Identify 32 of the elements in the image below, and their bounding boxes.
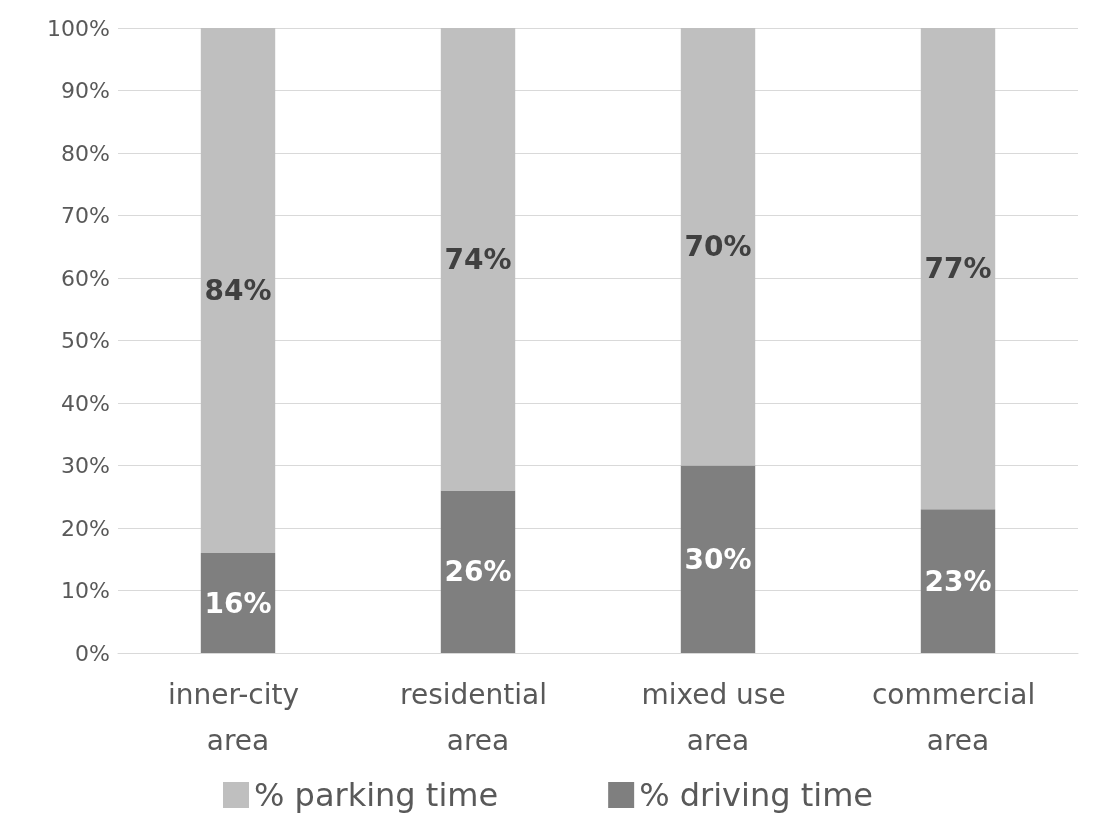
y-tick-label: 80% — [61, 140, 110, 166]
y-tick-label: 100% — [47, 15, 110, 41]
data-label: 74% — [444, 242, 512, 276]
y-tick-label: 50% — [61, 328, 110, 353]
bar — [680, 28, 756, 466]
legend-label: % parking time — [254, 776, 499, 814]
x-tick-label: mixed use area — [641, 677, 795, 757]
legend-label: % driving time — [639, 776, 873, 814]
data-label: 30% — [684, 542, 752, 576]
y-tick-label: 0% — [75, 640, 110, 666]
y-tick-label: 10% — [61, 578, 110, 603]
bar — [920, 28, 996, 510]
y-tick-label: 90% — [61, 78, 110, 103]
data-label: 77% — [924, 252, 992, 286]
bar — [200, 28, 276, 553]
y-tick-label: 30% — [61, 453, 110, 478]
x-tick-label: commercial area — [871, 677, 1045, 757]
bar — [680, 465, 756, 653]
bar — [440, 28, 516, 491]
bar — [440, 490, 516, 653]
data-label: 84% — [204, 274, 272, 307]
y-tick-label: 60% — [61, 265, 110, 291]
data-label: 26% — [444, 555, 512, 589]
data-label: 70% — [684, 230, 752, 264]
y-tick-label: 70% — [61, 203, 110, 228]
y-tick-label: 20% — [61, 515, 110, 541]
bar — [920, 509, 996, 653]
y-tick-label: 40% — [61, 390, 110, 416]
x-tick-label: inner-city area — [168, 677, 308, 757]
x-tick-label: residential area — [400, 677, 556, 757]
data-label: 23% — [924, 564, 992, 598]
data-label: 16% — [204, 586, 272, 620]
